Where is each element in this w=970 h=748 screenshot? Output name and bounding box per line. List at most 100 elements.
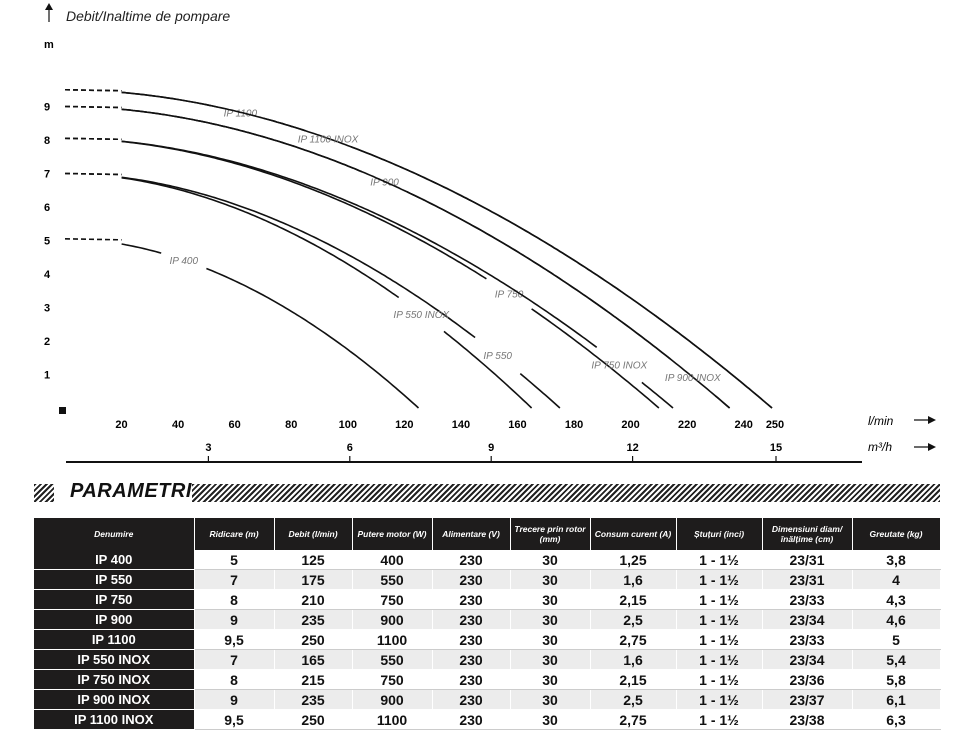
curve-line xyxy=(121,176,476,339)
table-cell: 30 xyxy=(510,609,591,630)
curve-label: IP 550 xyxy=(483,351,512,362)
row-model-name: IP 900 INOX xyxy=(34,689,195,710)
secondary-tick-label: 3 xyxy=(205,442,211,454)
table-cell: 4,3 xyxy=(852,589,941,610)
secondary-tick-label: 15 xyxy=(770,442,782,454)
table-cell: 9 xyxy=(194,689,275,710)
curve-line xyxy=(206,267,420,409)
table-cell: 125 xyxy=(274,550,353,570)
column-header: Ridicare (m) xyxy=(194,518,275,550)
table-cell: 4,6 xyxy=(852,609,941,630)
table-cell: 1 - 1½ xyxy=(676,609,763,630)
table-cell: 5 xyxy=(194,550,275,570)
curve-label: IP 400 xyxy=(170,256,199,267)
x-tick-label: 140 xyxy=(452,419,470,431)
table-row: IP 900 9 235 900 230 30 2,5 1 - 1½ 23/34 4,6 xyxy=(34,609,941,630)
table-cell: 230 xyxy=(432,569,511,590)
table-cell: 750 xyxy=(352,589,433,610)
table-cell: 750 xyxy=(352,669,433,690)
table-cell: 30 xyxy=(510,629,591,650)
table-cell: 5,4 xyxy=(852,649,941,670)
curve-dashed-start xyxy=(64,137,122,141)
table-cell: 2,5 xyxy=(590,689,677,710)
hatch-left xyxy=(34,484,54,502)
table-cell: 30 xyxy=(510,689,591,710)
y-tick-label: 4 xyxy=(44,269,51,281)
table-cell: 1 - 1½ xyxy=(676,629,763,650)
table-cell: 6,3 xyxy=(852,709,941,730)
table-cell: 1,6 xyxy=(590,569,677,590)
table-body: IP 400 5 125 400 230 30 1,25 1 - 1½ 23/31 3,8 IP 5… xyxy=(34,550,941,730)
table-cell: 1100 xyxy=(352,629,433,650)
curve-label: IP 1100 xyxy=(224,108,258,119)
curve-line xyxy=(641,381,674,409)
y-axis-unit: m xyxy=(44,39,54,51)
curve-line xyxy=(121,177,400,299)
x-tick-label: 180 xyxy=(565,419,583,431)
table-cell: 9,5 xyxy=(194,629,275,650)
table-cell: 1,6 xyxy=(590,649,677,670)
y-axis-arrow-head xyxy=(45,3,53,10)
curve-dashed-start xyxy=(64,105,122,109)
table-row: IP 900 INOX 9 235 900 230 30 2,5 1 - 1½ 23/37 6,1 xyxy=(34,689,941,710)
parametri-header: PARAMETRI xyxy=(34,480,940,506)
table-cell: 175 xyxy=(274,569,353,590)
x-tick-label: 20 xyxy=(115,419,127,431)
table-cell: 235 xyxy=(274,689,353,710)
table-cell: 23/31 xyxy=(762,569,853,590)
table-cell: 23/38 xyxy=(762,709,853,730)
curve-dashed-start xyxy=(64,88,122,92)
table-cell: 2,5 xyxy=(590,609,677,630)
table-cell: 9 xyxy=(194,609,275,630)
row-model-name: IP 750 xyxy=(34,589,195,610)
column-header: Consum curent (A) xyxy=(590,518,677,550)
table-cell: 1 - 1½ xyxy=(676,589,763,610)
table-row: IP 750 8 210 750 230 30 2,15 1 - 1½ 23/33 4,3 xyxy=(34,589,941,610)
table-cell: 230 xyxy=(432,669,511,690)
y-tick-label: 2 xyxy=(44,336,50,348)
table-cell: 23/31 xyxy=(762,550,853,570)
table-cell: 2,75 xyxy=(590,629,677,650)
curve-label: IP 900 xyxy=(370,178,399,189)
curve-label: IP 750 INOX xyxy=(591,361,647,372)
x-tick-label: 100 xyxy=(339,419,357,431)
column-header: Greutate (kg) xyxy=(852,518,941,550)
table-cell: 230 xyxy=(432,709,511,730)
x-tick-label: 60 xyxy=(229,419,241,431)
table-row: IP 550 7 175 550 230 30 1,6 1 - 1½ 23/31 4 xyxy=(34,569,941,590)
table-cell: 230 xyxy=(432,550,511,570)
curve-label: IP 550 INOX xyxy=(393,310,449,321)
curve-line xyxy=(121,243,162,254)
row-model-name: IP 400 xyxy=(34,550,195,570)
x-axis-arrow-head xyxy=(928,416,936,424)
curve-dashed-start xyxy=(64,172,122,176)
table-cell: 1 - 1½ xyxy=(676,550,763,570)
table-cell: 9,5 xyxy=(194,709,275,730)
table-row: IP 750 INOX 8 215 750 230 30 2,15 1 - 1½ 23/36 5,… xyxy=(34,669,941,690)
table-cell: 1 - 1½ xyxy=(676,569,763,590)
curve-line xyxy=(519,372,561,409)
table-cell: 3,8 xyxy=(852,550,941,570)
table-cell: 5 xyxy=(852,629,941,650)
hatch-right xyxy=(192,484,940,502)
x-tick-label: 80 xyxy=(285,419,297,431)
secondary-arrow-head xyxy=(928,443,936,451)
table-cell: 230 xyxy=(432,629,511,650)
x-axis-unit: l/min xyxy=(868,414,894,428)
table-row: IP 400 5 125 400 230 30 1,25 1 - 1½ 23/31 3,8 xyxy=(34,550,941,570)
curve-line xyxy=(531,308,660,409)
curve-line xyxy=(443,330,533,409)
table-row: IP 550 INOX 7 165 550 230 30 1,6 1 - 1½ 23/34 5,4 xyxy=(34,649,941,670)
curve-label: IP 1100 INOX xyxy=(298,134,359,145)
table-cell: 230 xyxy=(432,649,511,670)
row-model-name: IP 550 xyxy=(34,569,195,590)
parametri-table: Denumire Ridicare (m) Debit (l/min) Putere … xyxy=(34,518,941,730)
curve-line xyxy=(350,145,773,409)
y-tick-label: 6 xyxy=(44,202,50,214)
table-cell: 230 xyxy=(432,589,511,610)
table-cell: 550 xyxy=(352,569,433,590)
column-header: Trecere prin rotor (mm) xyxy=(510,518,591,550)
column-header: Putere motor (W) xyxy=(352,518,433,550)
table-cell: 1 - 1½ xyxy=(676,669,763,690)
table-cell: 6,1 xyxy=(852,689,941,710)
